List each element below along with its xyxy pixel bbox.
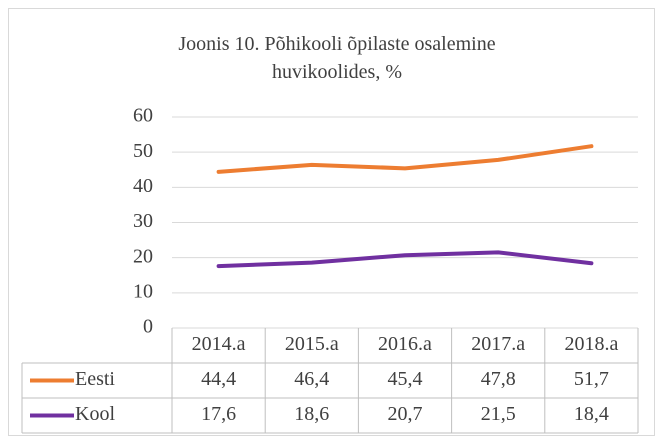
legend-label: Eesti bbox=[75, 368, 115, 390]
y-tick-label: 30 bbox=[133, 210, 153, 232]
x-tick-label: 2014.a bbox=[192, 333, 246, 355]
table-cell: 20,7 bbox=[388, 403, 423, 425]
table-cell: 51,7 bbox=[574, 368, 609, 390]
table-cell: 18,4 bbox=[574, 403, 609, 425]
table-cell: 45,4 bbox=[388, 368, 423, 390]
y-tick-label: 40 bbox=[133, 175, 153, 197]
chart-title: Joonis 10. Põhikooli õpilaste osalemine … bbox=[178, 33, 496, 83]
x-tick-label: 2018.a bbox=[564, 333, 618, 355]
table-cell: 21,5 bbox=[481, 403, 516, 425]
table-cell: 47,8 bbox=[481, 368, 516, 390]
line bbox=[216, 250, 594, 269]
y-tick-label: 60 bbox=[133, 105, 153, 127]
table-cell: 44,4 bbox=[201, 368, 236, 390]
table-cell: 46,4 bbox=[294, 368, 329, 390]
y-tick-label: 0 bbox=[143, 316, 153, 338]
legend-label: Kool bbox=[75, 403, 115, 425]
line bbox=[216, 144, 594, 174]
y-tick-label: 50 bbox=[133, 140, 153, 162]
x-tick-label: 2015.a bbox=[285, 333, 339, 355]
y-tick-label: 10 bbox=[133, 280, 153, 302]
x-tick-label: 2016.a bbox=[378, 333, 432, 355]
y-tick-label: 20 bbox=[133, 245, 153, 267]
table-cell: 18,6 bbox=[294, 403, 329, 425]
x-tick-label: 2017.a bbox=[471, 333, 525, 355]
table-cell: 17,6 bbox=[201, 403, 236, 425]
